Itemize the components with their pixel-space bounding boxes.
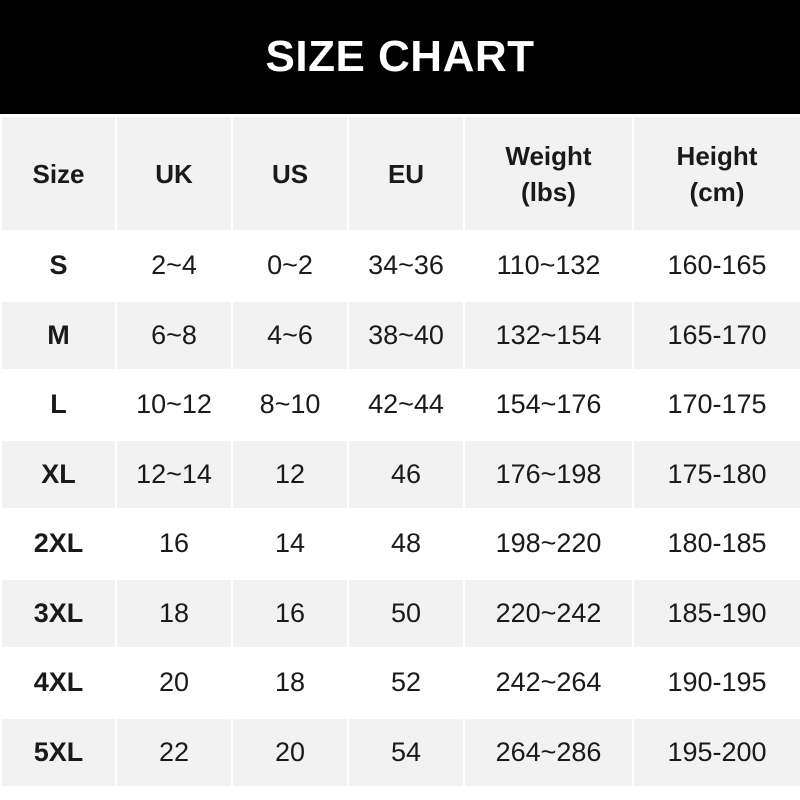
table-row: 2XL 16 14 48 198~220 180-185 — [0, 508, 800, 580]
cell-size: S — [0, 230, 117, 302]
column-header-eu: EU — [347, 115, 465, 232]
column-header-weight: Weight (lbs) — [463, 115, 634, 232]
column-header-size: Size — [0, 115, 117, 232]
cell-height: 160-165 — [632, 230, 800, 302]
column-header-unit: (cm) — [689, 176, 745, 207]
cell-height: 175-180 — [632, 438, 800, 510]
cell-size: XL — [0, 438, 117, 510]
cell-us: 16 — [231, 577, 349, 649]
cell-weight: 220~242 — [463, 577, 634, 649]
table-row: 3XL 18 16 50 220~242 185-190 — [0, 577, 800, 649]
column-header-uk: UK — [115, 115, 233, 232]
cell-weight: 264~286 — [463, 716, 634, 788]
column-header-label: Weight — [505, 140, 592, 171]
cell-uk: 12~14 — [115, 438, 233, 510]
cell-eu: 50 — [347, 577, 465, 649]
cell-us: 20 — [231, 716, 349, 788]
cell-eu: 38~40 — [347, 299, 465, 371]
table-row: 4XL 20 18 52 242~264 190-195 — [0, 647, 800, 719]
cell-weight: 110~132 — [463, 230, 634, 302]
cell-us: 4~6 — [231, 299, 349, 371]
cell-size: L — [0, 369, 117, 441]
cell-us: 0~2 — [231, 230, 349, 302]
cell-eu: 34~36 — [347, 230, 465, 302]
page-title: SIZE CHART — [265, 32, 535, 81]
cell-height: 180-185 — [632, 508, 800, 580]
table-row: M 6~8 4~6 38~40 132~154 165-170 — [0, 299, 800, 371]
cell-us: 12 — [231, 438, 349, 510]
cell-weight: 198~220 — [463, 508, 634, 580]
cell-uk: 2~4 — [115, 230, 233, 302]
column-header-label: EU — [387, 158, 425, 189]
cell-eu: 52 — [347, 647, 465, 719]
cell-uk: 18 — [115, 577, 233, 649]
cell-us: 8~10 — [231, 369, 349, 441]
cell-weight: 176~198 — [463, 438, 634, 510]
cell-size: 3XL — [0, 577, 117, 649]
table-row: 5XL 22 20 54 264~286 195-200 — [0, 716, 800, 788]
cell-us: 14 — [231, 508, 349, 580]
cell-us: 18 — [231, 647, 349, 719]
cell-uk: 22 — [115, 716, 233, 788]
cell-eu: 46 — [347, 438, 465, 510]
cell-eu: 48 — [347, 508, 465, 580]
cell-height: 190-195 — [632, 647, 800, 719]
column-header-unit: (lbs) — [521, 176, 576, 207]
header-row: Size UK US EU Weight (lbs) Height (cm) — [0, 115, 800, 232]
column-header-label: US — [271, 158, 309, 189]
column-header-label: Size — [32, 158, 85, 189]
table-row: L 10~12 8~10 42~44 154~176 170-175 — [0, 369, 800, 441]
size-chart-table: Size UK US EU Weight (lbs) Height (cm) S 2~4 0~2 3… — [0, 115, 800, 788]
column-header-us: US — [231, 115, 349, 232]
cell-weight: 132~154 — [463, 299, 634, 371]
cell-weight: 154~176 — [463, 369, 634, 441]
cell-height: 185-190 — [632, 577, 800, 649]
cell-height: 195-200 — [632, 716, 800, 788]
column-header-label: UK — [155, 158, 193, 189]
table-row: S 2~4 0~2 34~36 110~132 160-165 — [0, 230, 800, 302]
cell-eu: 42~44 — [347, 369, 465, 441]
cell-eu: 54 — [347, 716, 465, 788]
column-header-label: Height — [676, 140, 758, 171]
cell-uk: 6~8 — [115, 299, 233, 371]
cell-uk: 20 — [115, 647, 233, 719]
cell-size: 4XL — [0, 647, 117, 719]
column-header-height: Height (cm) — [632, 115, 800, 232]
table-row: XL 12~14 12 46 176~198 175-180 — [0, 438, 800, 510]
cell-height: 165-170 — [632, 299, 800, 371]
title-banner: SIZE CHART — [0, 0, 800, 114]
cell-size: 5XL — [0, 716, 117, 788]
cell-size: M — [0, 299, 117, 371]
cell-uk: 16 — [115, 508, 233, 580]
cell-height: 170-175 — [632, 369, 800, 441]
cell-uk: 10~12 — [115, 369, 233, 441]
cell-weight: 242~264 — [463, 647, 634, 719]
cell-size: 2XL — [0, 508, 117, 580]
